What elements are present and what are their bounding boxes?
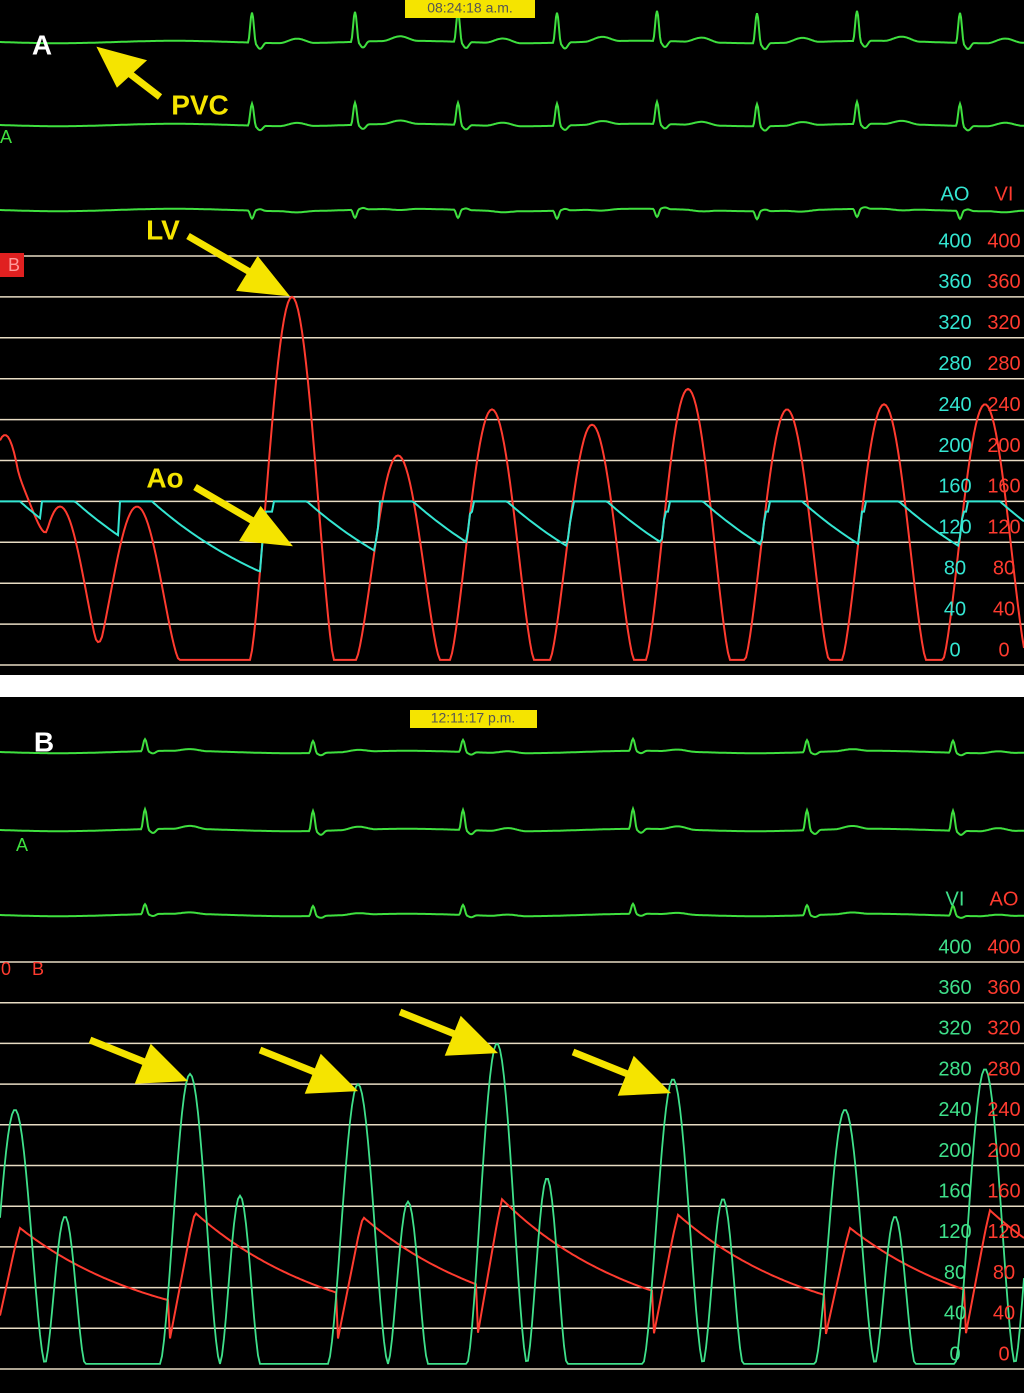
timestamp: 12:11:17 p.m. — [431, 710, 516, 726]
channel-label: A — [0, 127, 12, 147]
tick-label: 320 — [987, 1018, 1020, 1040]
waveform — [0, 1043, 1024, 1365]
annotation: LV — [146, 214, 180, 245]
tick-label: 160 — [987, 1180, 1020, 1202]
tick-label: 0 — [998, 1343, 1009, 1365]
waveform — [0, 500, 1024, 573]
waveform — [0, 206, 1024, 221]
arrow — [186, 232, 257, 279]
timestamp-box — [405, 0, 535, 18]
scale-name: AO — [990, 888, 1019, 910]
tick-label: 120 — [938, 517, 971, 539]
tick-label: 40 — [944, 598, 966, 620]
marker: B — [32, 959, 44, 979]
arrow-head — [617, 1055, 672, 1096]
marker: B — [8, 255, 20, 275]
tick-label: 40 — [944, 1303, 966, 1325]
tick-label: 240 — [987, 1099, 1020, 1121]
tick-label: 0 — [949, 1343, 960, 1365]
tick-label: 240 — [938, 394, 971, 416]
timestamp: 08:24:18 a.m. — [427, 0, 513, 16]
arrow — [571, 1048, 637, 1081]
arrow — [398, 1008, 464, 1041]
marker-box — [0, 253, 24, 277]
tick-label: 400 — [987, 230, 1020, 252]
tick-label: 0 — [949, 639, 960, 661]
tick-label: 200 — [987, 435, 1020, 457]
tick-label: 40 — [993, 1303, 1015, 1325]
tick-label: 200 — [987, 1140, 1020, 1162]
tick-label: 320 — [938, 312, 971, 334]
tick-label: 160 — [938, 1180, 971, 1202]
annotation: Ao — [146, 462, 183, 493]
timestamp-box — [410, 710, 537, 728]
tick-label: 360 — [987, 977, 1020, 999]
traces — [0, 10, 1024, 1370]
arrow — [258, 1046, 324, 1079]
arrow — [193, 483, 260, 528]
tick-label: 240 — [938, 1099, 971, 1121]
tick-label: 360 — [987, 271, 1020, 293]
arrow — [88, 1036, 154, 1069]
tick-label: 160 — [938, 476, 971, 498]
panel-b-background — [0, 697, 1024, 1393]
scale-name: VI — [995, 183, 1014, 205]
tick-label: 400 — [938, 936, 971, 958]
tick-label: 80 — [993, 557, 1015, 579]
tick-label: 400 — [987, 936, 1020, 958]
tick-label: 280 — [938, 353, 971, 375]
tick-label: 40 — [993, 598, 1015, 620]
tick-label: 280 — [987, 353, 1020, 375]
tick-label: 320 — [987, 312, 1020, 334]
tick-label: 240 — [987, 394, 1020, 416]
tick-label: 160 — [987, 476, 1020, 498]
tick-label: 280 — [987, 1058, 1020, 1080]
waveform — [0, 98, 1024, 132]
arrow-head — [304, 1053, 359, 1094]
waveform — [0, 901, 1024, 919]
waveform — [0, 295, 1024, 661]
tick-label: 320 — [938, 1018, 971, 1040]
tick-label: 80 — [993, 1262, 1015, 1284]
marker-prefix: 0 — [1, 959, 11, 979]
tick-label: 80 — [944, 1262, 966, 1284]
tick-label: 120 — [987, 1221, 1020, 1243]
arrow-head — [134, 1043, 189, 1084]
tick-label: 120 — [938, 1221, 971, 1243]
waveform — [0, 736, 1024, 757]
tick-label: 80 — [944, 557, 966, 579]
arrow-head — [236, 255, 290, 297]
channel-label: A — [16, 835, 28, 855]
scale-name: AO — [941, 183, 970, 205]
tick-label: 0 — [998, 639, 1009, 661]
tick-label: 200 — [938, 1140, 971, 1162]
panel-label: A — [32, 29, 52, 60]
waveform — [0, 1197, 1024, 1339]
tick-label: 400 — [938, 230, 971, 252]
tick-label: 360 — [938, 271, 971, 293]
waveform — [0, 10, 1024, 51]
arrow-head — [444, 1015, 499, 1056]
waveform — [0, 805, 1024, 836]
tick-label: 360 — [938, 977, 971, 999]
arrow-head — [239, 505, 293, 547]
arrows — [88, 46, 672, 1096]
tick-label: 120 — [987, 517, 1020, 539]
scale-name: VI — [946, 888, 965, 910]
annotation: PVC — [171, 89, 229, 120]
tick-label: 200 — [938, 435, 971, 457]
arrow-head — [96, 46, 148, 88]
tick-label: 280 — [938, 1058, 971, 1080]
panel-label: B — [34, 726, 54, 757]
